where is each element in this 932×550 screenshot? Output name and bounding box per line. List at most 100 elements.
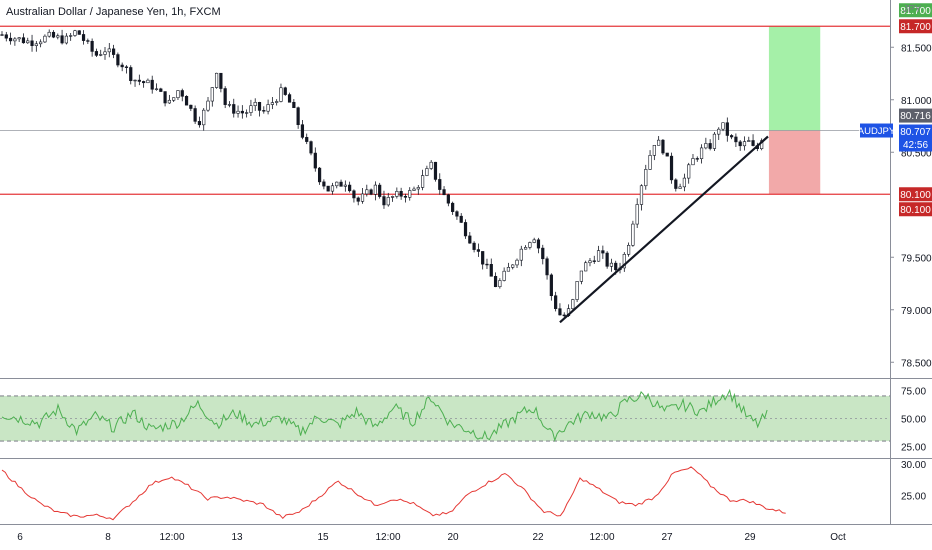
candle-body <box>180 90 184 97</box>
price-label-box <box>899 108 932 123</box>
price-tick-label: 78.500 <box>901 358 932 369</box>
candle-body <box>571 299 575 309</box>
candle-body <box>652 144 656 156</box>
candle-body <box>408 190 412 198</box>
candle-body <box>493 275 498 288</box>
rsi-indicator <box>0 388 890 443</box>
candle-body <box>167 99 171 104</box>
oscillator-panel[interactable] <box>0 459 890 524</box>
trendline[interactable] <box>559 135 769 324</box>
candle-body <box>399 191 403 197</box>
symbol-tag-box <box>860 123 893 138</box>
candle-body <box>270 102 274 105</box>
candle-body <box>438 179 442 190</box>
candle-body <box>425 168 429 176</box>
candle-body <box>142 81 146 84</box>
time-axis[interactable]: 6 8 12:00 13 15 12:00 20 22 12:00 27 29 Oct <box>17 532 846 543</box>
candle-body <box>296 107 300 125</box>
candle-body <box>146 79 150 84</box>
price-panel[interactable] <box>0 0 890 378</box>
candle-body <box>403 195 408 198</box>
rsi-tick-label: 75.00 <box>901 386 926 397</box>
candle-body <box>369 189 373 195</box>
candle-body <box>335 181 339 187</box>
candle-body <box>30 40 34 46</box>
candle-body <box>687 164 691 179</box>
oscillator-line <box>1 466 786 521</box>
candle-body <box>159 88 163 92</box>
candle-body <box>704 143 708 149</box>
candle-body <box>266 104 270 112</box>
candle-body <box>584 262 588 272</box>
candle-body <box>17 37 21 40</box>
candle-body <box>614 262 618 271</box>
candle-body <box>455 211 459 217</box>
candle-body <box>21 37 26 44</box>
candle-body <box>56 35 60 38</box>
candle-body <box>596 250 601 262</box>
candle-body <box>665 152 669 157</box>
candle-body <box>678 186 682 189</box>
time-tick-label: 13 <box>231 532 243 543</box>
candle-body <box>253 102 257 106</box>
candle-body <box>446 194 450 204</box>
position-tool[interactable] <box>768 26 821 195</box>
candle-body <box>111 48 116 55</box>
candle-body <box>588 260 592 264</box>
candle-body <box>133 79 137 82</box>
candle-body <box>549 274 553 297</box>
oscillator-tick-label: 30.00 <box>901 460 926 471</box>
candle-body <box>60 35 64 44</box>
candle-body <box>163 91 167 104</box>
currency-label: JPY <box>903 4 922 15</box>
candle-body <box>373 184 377 195</box>
candle-body <box>262 110 266 112</box>
candle-body <box>695 158 699 160</box>
candle-body <box>103 51 107 55</box>
candle-body <box>575 281 579 300</box>
candle-body <box>232 104 236 114</box>
candle-body <box>502 270 506 281</box>
price-axis[interactable]: 81.500 81.000 80.500 79.500 79.000 78.500 75.0… <box>890 43 932 503</box>
candle-body <box>172 97 176 101</box>
candle-body <box>47 31 51 37</box>
time-tick-label: 20 <box>447 532 459 543</box>
candle-body <box>287 94 292 103</box>
candle-body <box>661 139 665 154</box>
candle-body <box>485 263 489 266</box>
candle-body <box>257 102 262 111</box>
candle-body <box>193 108 197 122</box>
candle-body <box>511 264 515 268</box>
candle-body <box>365 189 369 195</box>
candle-body <box>468 235 472 244</box>
candle-body <box>210 87 214 102</box>
candle-body <box>622 253 626 269</box>
candle-body <box>279 87 283 102</box>
time-tick-label: 8 <box>105 532 111 543</box>
candle-body <box>107 48 111 53</box>
candle-body <box>343 184 347 187</box>
candle-body <box>197 121 202 126</box>
loss-zone <box>768 130 821 195</box>
rsi-line <box>1 388 768 443</box>
price-label-text: 80.716 <box>900 111 931 122</box>
candle-body <box>206 100 210 111</box>
candle-body <box>8 37 13 42</box>
candle-body <box>416 187 420 190</box>
candle-body <box>541 247 545 260</box>
candle-body <box>386 197 390 206</box>
candle-body <box>90 40 94 52</box>
candle-body <box>562 314 566 317</box>
candle-body <box>283 87 287 95</box>
profit-zone <box>768 26 821 131</box>
candle-body <box>43 35 47 43</box>
candle-body <box>51 31 56 38</box>
candle-body <box>708 143 712 149</box>
candle-body <box>223 88 227 105</box>
candle-body <box>674 179 678 189</box>
candle-body <box>4 34 8 39</box>
price-tick-label: 81.000 <box>901 96 932 107</box>
time-tick-label: 22 <box>532 532 544 543</box>
chart-title: Australian Dollar / Japanese Yen, 1h, FX… <box>6 6 221 18</box>
